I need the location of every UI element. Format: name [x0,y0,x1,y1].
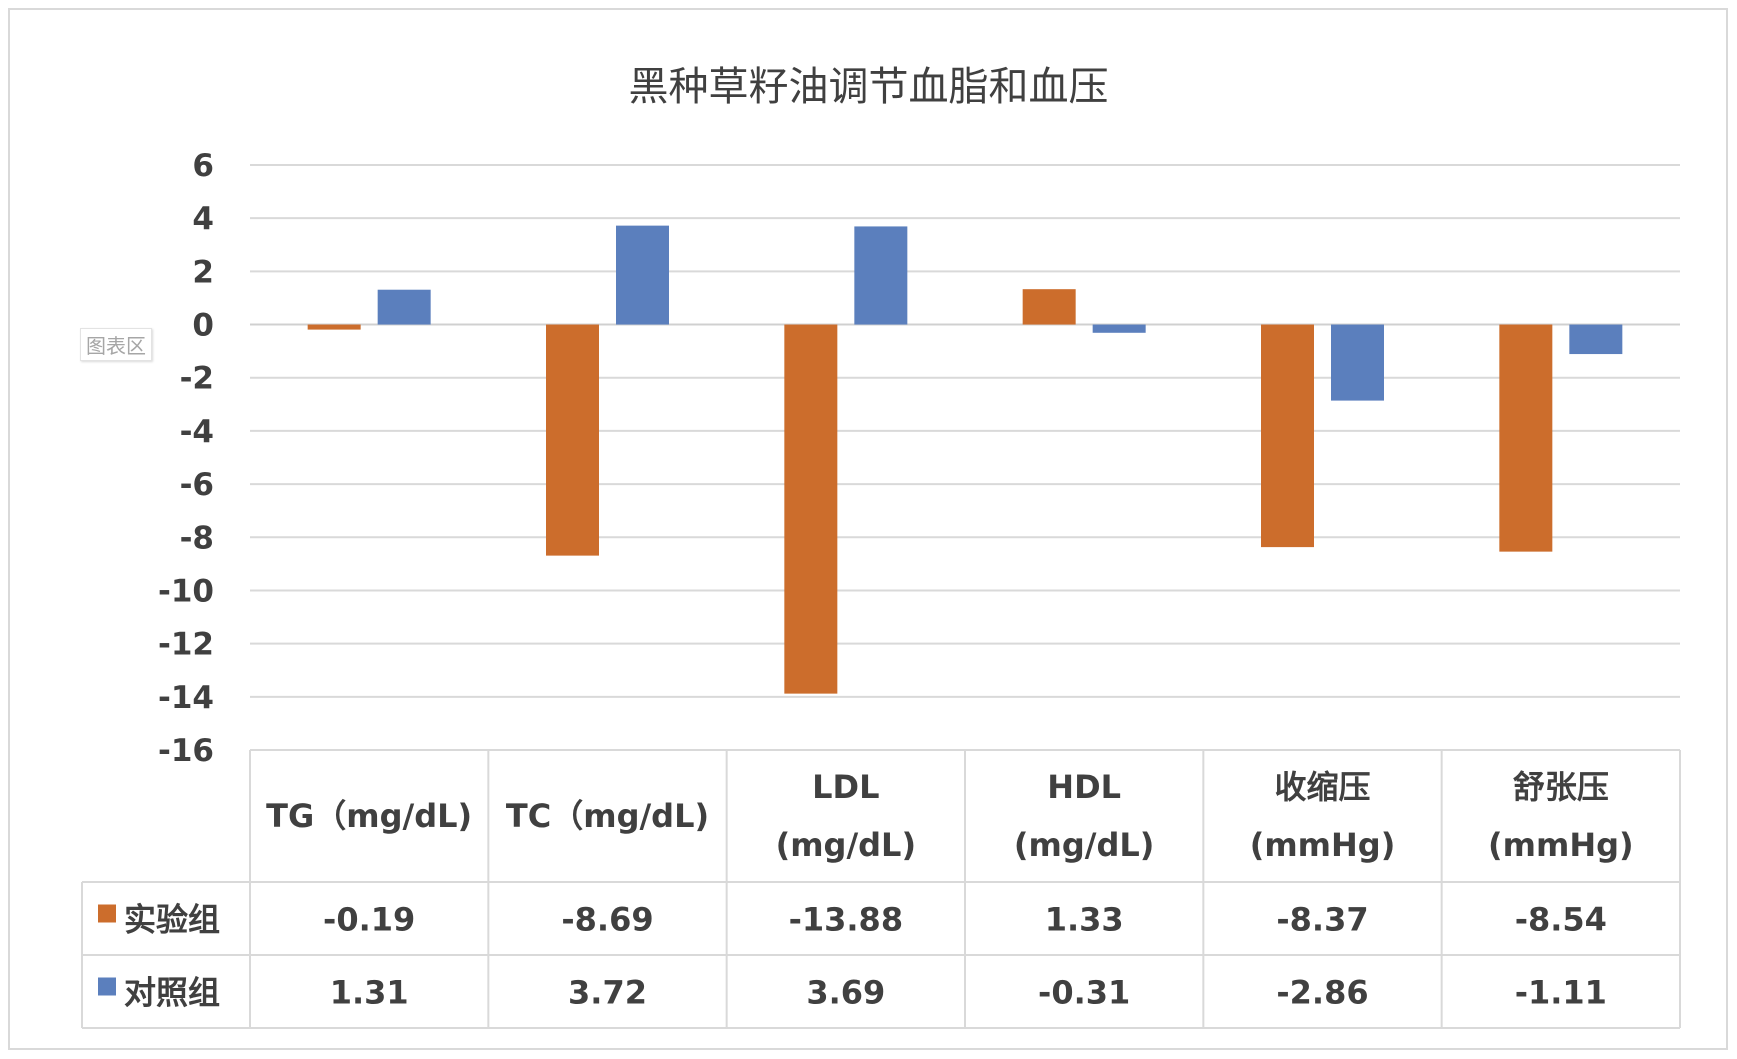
y-tick-label: -16 [158,733,214,769]
y-tick-label: -2 [180,361,214,397]
bar-control [1331,324,1384,401]
bar-experimental [1261,324,1314,548]
bar-experimental [307,324,361,330]
bar-control [616,225,669,325]
bar-control [377,289,431,325]
y-tick-label: 4 [192,201,214,237]
data-table-value: -2.86 [1276,974,1368,1012]
legend-key-control [98,977,116,996]
chart-title: 黑种草籽油调节血脂和血压 [628,64,1109,110]
data-table-value: -0.31 [1038,974,1130,1012]
legend-label: 对照组 [124,974,220,1012]
category-label: (mg/dL) [1014,826,1154,864]
chart-area-tooltip: 图表区 [80,328,152,361]
y-tick-label: 2 [192,254,214,290]
data-table-value: -1.11 [1515,974,1607,1012]
category-label: 收缩压 [1274,768,1370,806]
category-label: HDL [1047,768,1121,806]
legend-label: 实验组 [124,901,220,939]
bar-experimental [1022,289,1076,325]
y-tick-label: -4 [180,414,214,450]
bar-control [1569,324,1623,355]
bar-control [854,226,908,325]
y-tick-label: -10 [158,573,214,609]
data-table-value: -8.54 [1515,901,1607,939]
data-table-value: -13.88 [789,901,904,939]
bar-control [1092,324,1146,333]
y-tick-label: -12 [158,627,214,663]
category-label: LDL [812,768,879,806]
category-label: (mmHg) [1250,826,1396,864]
data-table-value: 1.33 [1045,901,1124,939]
y-tick-label: -6 [180,467,214,503]
data-table-value: 1.31 [330,974,409,1012]
y-tick-label: -8 [180,520,214,556]
y-tick-label: 6 [192,148,214,184]
category-label: (mmHg) [1488,826,1634,864]
bar-experimental [1499,324,1553,552]
y-tick-label: -14 [158,680,214,716]
category-label: TC（mg/dL) [506,797,709,835]
legend-key-experimental [98,904,116,923]
category-label: TG（mg/dL) [266,797,472,835]
data-table-value: -8.69 [561,901,653,939]
category-label: (mg/dL) [776,826,916,864]
data-table-value: -8.37 [1276,901,1368,939]
data-table-value: 3.72 [568,974,647,1012]
y-tick-label: 0 [192,308,214,344]
data-table-value: -0.19 [323,901,415,939]
bar-experimental [784,324,838,694]
bar-experimental [546,324,599,556]
category-label: 舒张压 [1513,768,1609,806]
data-table-value: 3.69 [806,974,885,1012]
